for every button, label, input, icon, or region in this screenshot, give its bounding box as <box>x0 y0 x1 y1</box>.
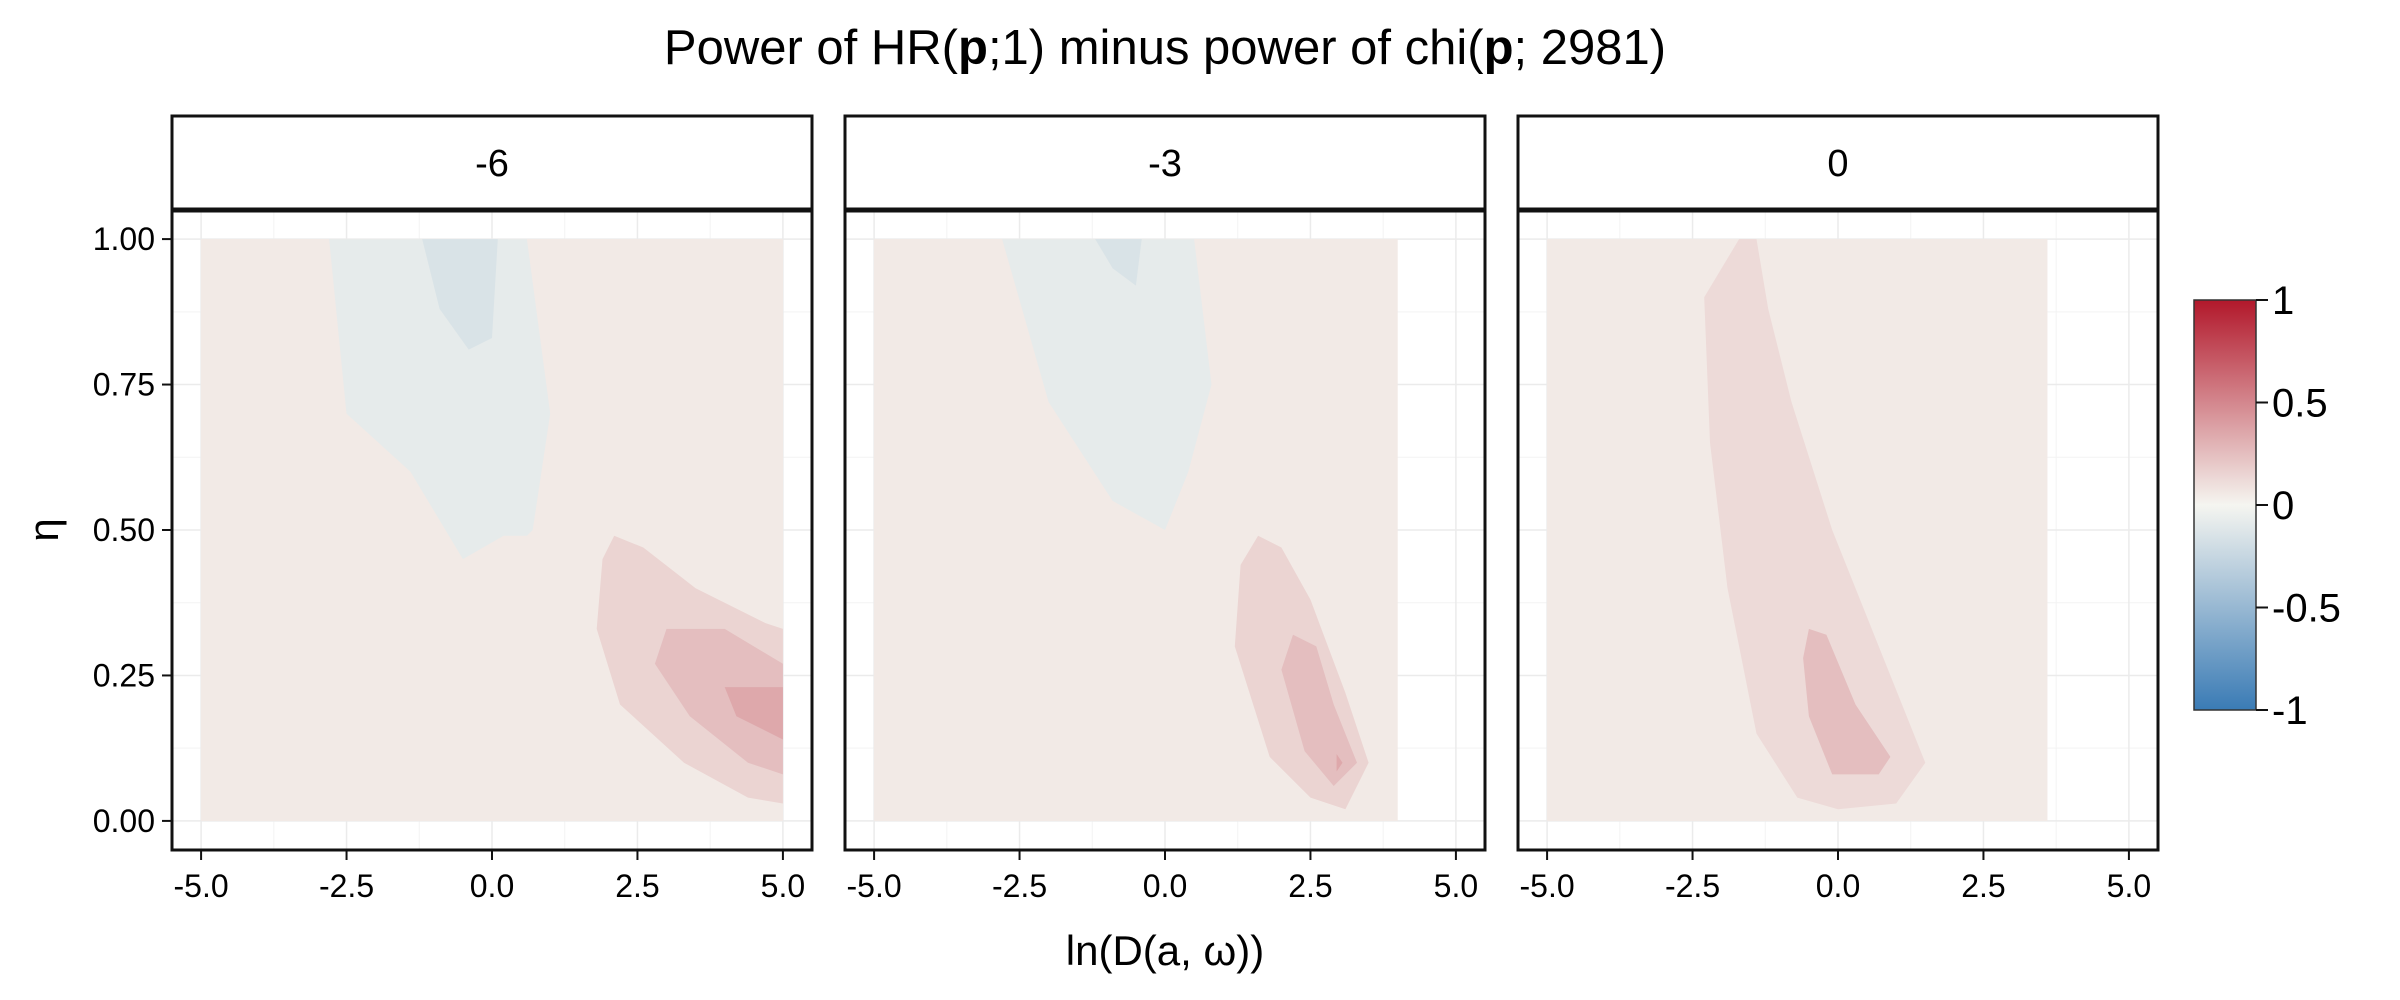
y-tick-label: 0.50 <box>93 512 155 548</box>
x-tick-label: -5.0 <box>1520 868 1575 904</box>
facet-panels: -6 -5.0 -2.5 0.0 2.5 5.0 -3 -5.0 -2.5 0.0 2.5 5.0 0 -… <box>170 114 2160 904</box>
colorbar-tick-label: 1 <box>2272 279 2294 323</box>
chart-title-part: ; 2981) <box>1514 21 1667 75</box>
contour-region <box>1095 239 1142 286</box>
chart-title-bold: p <box>1484 21 1514 75</box>
y-tick-label: 0.75 <box>93 367 155 403</box>
chart-title-bold: p <box>958 21 988 75</box>
x-tick-label: 5.0 <box>1434 868 1478 904</box>
facet-strip <box>170 114 814 212</box>
x-axis-label: ln(D(a, ω)) <box>1066 927 1264 974</box>
colorbar-legend: 1 0.5 0 -0.5 -1 <box>2193 279 2341 733</box>
chart-title: Power of HR(p;1) minus power of chi(p; 2… <box>664 21 1666 75</box>
x-tick-label: 2.5 <box>1961 868 2005 904</box>
x-tick-label: -5.0 <box>847 868 902 904</box>
x-tick-label: -5.0 <box>174 868 229 904</box>
colorbar-tick-label: 0 <box>2272 484 2294 528</box>
chart-title-part: ;1) minus power of chi( <box>988 21 1484 75</box>
y-tick-label: 1.00 <box>93 221 155 257</box>
x-tick-label: 2.5 <box>615 868 659 904</box>
contour-region <box>1002 239 1212 530</box>
x-axis: -5.0 -2.5 0.0 2.5 5.0 <box>1520 850 2151 904</box>
x-tick-label: 5.0 <box>2107 868 2151 904</box>
facet-panel: -3 -5.0 -2.5 0.0 2.5 5.0 <box>843 114 1487 904</box>
facet-strip-label: 0 <box>1827 143 1848 185</box>
x-tick-label: 5.0 <box>761 868 805 904</box>
x-tick-label: 0.0 <box>1143 868 1187 904</box>
x-tick-label: 0.0 <box>1816 868 1860 904</box>
x-axis: -5.0 -2.5 0.0 2.5 5.0 <box>174 850 805 904</box>
contour-region <box>654 628 783 775</box>
x-tick-label: -2.5 <box>1665 868 1720 904</box>
contour-region <box>422 239 498 350</box>
colorbar-tick-label: -0.5 <box>2272 587 2341 631</box>
x-tick-label: -2.5 <box>319 868 374 904</box>
contour-region <box>329 239 551 560</box>
x-tick-label: 0.0 <box>470 868 514 904</box>
colorbar-bar <box>2193 299 2257 711</box>
y-axis: 0.00 0.25 0.50 0.75 1.00 <box>93 221 172 839</box>
facet-panel: 0 -5.0 -2.5 0.0 2.5 5.0 <box>1516 114 2160 904</box>
colorbar-tick-label: -1 <box>2272 689 2308 733</box>
facet-strip-label: -3 <box>1148 143 1182 185</box>
contour-region <box>724 687 783 740</box>
colorbar-tick-label: 0.5 <box>2272 382 2328 426</box>
x-tick-label: -2.5 <box>992 868 1047 904</box>
chart-title-part: Power of HR( <box>664 21 959 75</box>
facet-strip <box>843 114 1487 212</box>
x-tick-label: 2.5 <box>1288 868 1332 904</box>
y-tick-label: 0.00 <box>93 803 155 839</box>
y-axis-label: η <box>20 518 67 541</box>
facet-strip <box>1516 114 2160 212</box>
contour-region <box>1803 628 1891 775</box>
facet-panel: -6 -5.0 -2.5 0.0 2.5 5.0 <box>170 114 814 904</box>
facet-strip-label: -6 <box>475 143 509 185</box>
contour-region <box>1704 239 1926 810</box>
x-axis: -5.0 -2.5 0.0 2.5 5.0 <box>847 850 1478 904</box>
contour-region <box>1336 754 1343 772</box>
contour-region <box>1281 634 1357 786</box>
y-tick-label: 0.25 <box>93 657 155 693</box>
